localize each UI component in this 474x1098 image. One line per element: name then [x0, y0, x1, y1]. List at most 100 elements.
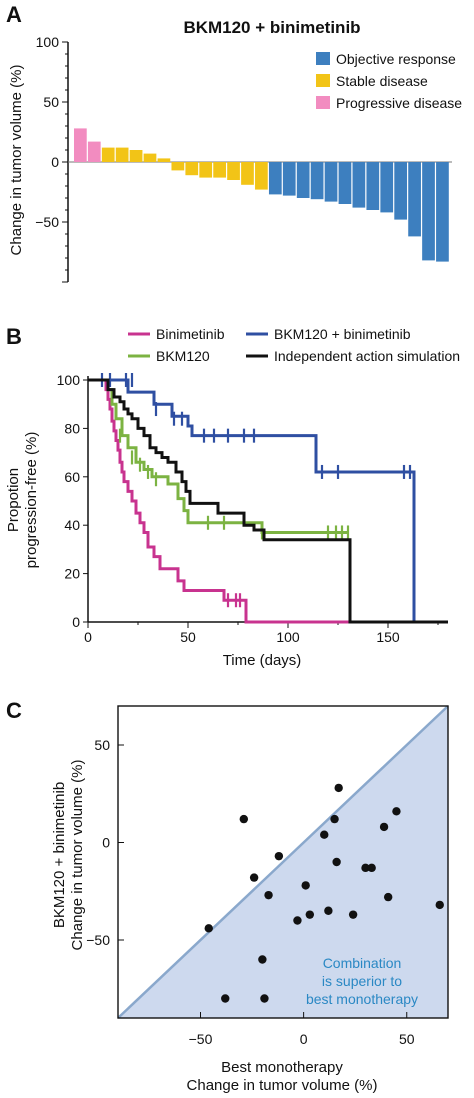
scatter-point [383, 892, 393, 902]
scatter-point [260, 994, 269, 1003]
panel-a: A BKM120 + binimetinib Change in tumor v… [6, 2, 462, 283]
panel-a-y-axis-label: Change in tumor volume (%) [8, 65, 25, 256]
panel-b-axes: 0 20 40 60 80 100 0 50 100 150 [57, 372, 448, 645]
panel-c-x-tick-label: 0 [300, 1031, 308, 1047]
waterfall-bar [74, 128, 87, 162]
panel-c-annotation-line3: best monotherapy [306, 991, 418, 1007]
waterfall-bar [296, 162, 310, 198]
waterfall-bar [422, 162, 435, 261]
panel-b-legend: Binimetinib BKM120 + binimetinib BKM120 … [128, 326, 460, 364]
panel-c-y-axis-label-line1: BKM120 + binimetinib [51, 782, 68, 928]
waterfall-bar [157, 158, 171, 162]
panel-b-x-tick-label: 50 [180, 629, 196, 645]
waterfall-bar [129, 150, 143, 162]
scatter-point [249, 873, 259, 882]
panel-b-x-tick-label: 100 [276, 629, 300, 645]
panel-c-x-axis-label-line2: Change in tumor volume (%) [187, 1077, 378, 1094]
panel-b-y-tick-label: 20 [64, 566, 80, 582]
waterfall-bar [338, 162, 352, 204]
panel-c-y-tick-label: 0 [102, 835, 110, 851]
panel-b-y-axis-label-line2: progression-free (%) [23, 432, 40, 569]
panel-b-x-axis-label: Time (days) [223, 652, 302, 669]
legend-label-stable-disease: Stable disease [336, 73, 428, 89]
waterfall-bar [436, 162, 449, 262]
scatter-point [264, 890, 273, 900]
km-curve-bkm120-binimetinib [88, 378, 448, 624]
legend-swatch-objective-response [316, 52, 330, 65]
panel-a-bars [74, 128, 449, 262]
waterfall-bar [352, 162, 366, 208]
panel-b-y-tick-label: 80 [64, 420, 80, 436]
panel-a-legend: Objective response Stable disease Progre… [316, 51, 462, 111]
waterfall-bar [394, 162, 408, 220]
panel-a-y-tick-label: 0 [51, 154, 59, 170]
scatter-point [221, 994, 230, 1003]
scatter-point [367, 863, 376, 873]
legend-label-objective-response: Objective response [336, 51, 456, 67]
km-curve-independent-action [88, 378, 448, 624]
waterfall-bar [87, 141, 101, 162]
waterfall-bar [185, 162, 199, 176]
panel-c-letter: C [6, 698, 22, 723]
waterfall-bar [255, 162, 268, 190]
panel-b-x-tick-label: 0 [84, 629, 92, 645]
panel-b-y-tick-label: 60 [64, 469, 80, 485]
panel-c-annotation-line2: is superior to [322, 973, 402, 989]
scatter-point [258, 955, 267, 964]
waterfall-bar [213, 162, 226, 178]
scatter-point [435, 900, 444, 910]
panel-a-y-tick-label: 50 [43, 94, 59, 110]
waterfall-bar [241, 162, 254, 185]
km-curve-binimetinib [88, 378, 448, 624]
panel-b-survival-curves [88, 373, 448, 624]
panel-b-y-axis-label-line1: Propotion [5, 468, 22, 532]
scatter-point [324, 906, 333, 915]
legend-swatch-stable-disease [316, 74, 330, 87]
waterfall-bar [324, 162, 338, 202]
panel-a-letter: A [6, 2, 22, 27]
waterfall-bar [101, 147, 115, 162]
waterfall-bar [408, 162, 421, 237]
panel-b: B Propotion progression-free (%) Time (d… [5, 324, 460, 669]
panel-c-plot: −50 0 50 50 0 −50 [86, 705, 449, 1047]
scatter-point [305, 910, 315, 919]
panel-c-x-tick-label: 50 [399, 1031, 415, 1047]
waterfall-bar [199, 162, 213, 178]
panel-b-letter: B [6, 324, 22, 349]
waterfall-bar [310, 162, 324, 200]
scatter-point [293, 916, 302, 925]
panel-b-y-tick-label: 0 [72, 614, 80, 630]
panel-c-annotation-line1: Combination [323, 955, 402, 971]
legend-swatch-progressive-disease [316, 96, 330, 109]
scatter-point [392, 807, 401, 816]
panel-a-y-tick-label: 100 [36, 34, 60, 50]
scatter-point [330, 814, 339, 824]
scatter-point [274, 851, 284, 861]
legend-label-binimetinib: Binimetinib [156, 326, 225, 342]
panel-c-y-tick-label: 50 [94, 737, 110, 753]
panel-a-title: BKM120 + binimetinib [183, 18, 360, 37]
legend-label-bkm120-binimetinib: BKM120 + binimetinib [274, 326, 411, 342]
panel-b-x-tick-label: 150 [376, 629, 400, 645]
panel-c-frame [117, 705, 449, 1019]
panel-a-y-tick-label: −50 [35, 214, 59, 230]
scatter-point [348, 910, 358, 919]
panel-b-y-tick-label: 40 [64, 517, 80, 533]
scatter-point [239, 814, 249, 824]
legend-label-independent-action: Independent action simulation [274, 348, 460, 364]
panel-c-y-axis-label-line2: Change in tumor volume (%) [69, 760, 86, 951]
scatter-point [320, 830, 329, 839]
waterfall-bar [171, 162, 185, 171]
panel-c-x-axis-label-line1: Best monotherapy [221, 1059, 343, 1076]
scatter-point [334, 783, 343, 793]
panel-c-x-tick-label: −50 [189, 1031, 213, 1047]
scatter-point [332, 857, 341, 867]
waterfall-bar [143, 153, 157, 162]
scatter-point [204, 924, 213, 933]
legend-label-bkm120: BKM120 [156, 348, 210, 364]
waterfall-bar [380, 162, 394, 213]
waterfall-bar [282, 162, 296, 196]
legend-label-progressive-disease: Progressive disease [336, 95, 462, 111]
waterfall-bar [268, 162, 282, 195]
